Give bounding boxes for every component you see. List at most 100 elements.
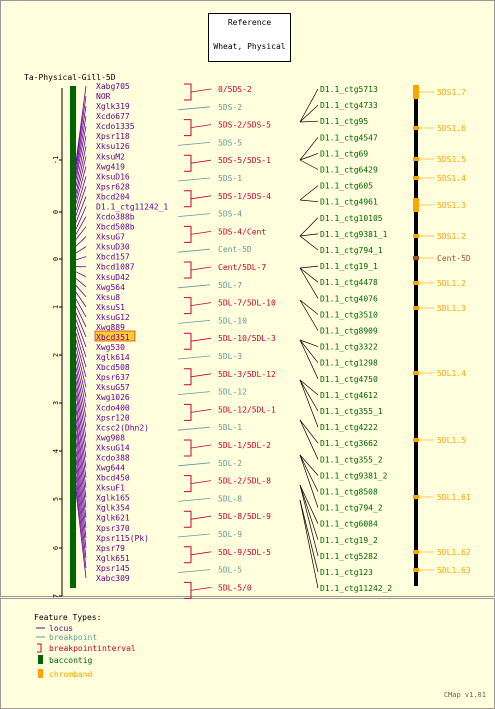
locus-label[interactable]: XksuG14 [96,443,130,452]
locus-label[interactable]: Xpsr370 [96,524,130,533]
contig-label[interactable]: D1.1_ctg10105 [320,214,383,223]
breakpoint-interval-label[interactable]: 5DL-9/5DL-5 [218,548,271,557]
contig-label[interactable]: D1.1_ctg6429 [320,166,378,175]
contig-label[interactable]: D1.1_ctg1298 [320,359,378,368]
breakpoint-interval-label[interactable]: 5DL-1/5DL-2 [218,441,271,450]
contig-label[interactable]: D1.1_ctg3510 [320,310,378,319]
chromband-label[interactable]: 5DS1.2 [437,232,466,241]
contig-label[interactable]: D1.1_ctg355_1 [320,407,383,416]
locus-label[interactable]: Xglk614 [96,353,130,362]
contig-label[interactable]: D1.1_ctg4076 [320,294,378,303]
locus-label[interactable]: Xwg564 [96,283,125,292]
locus-label[interactable]: Xbcd508 [96,363,130,372]
chromband-label[interactable]: 5DS1.3 [437,201,466,210]
breakpoint-label[interactable]: 5DS-5 [218,138,242,147]
contig-label[interactable]: D1.1_ctg794_1 [320,246,383,255]
locus-label[interactable]: XksuD30 [96,243,130,252]
contig-label[interactable]: D1.1_ctg11242_2 [320,584,392,593]
contig-label[interactable]: D1.1_ctg355_2 [320,455,383,464]
locus-label[interactable]: Xbcd157 [96,253,130,262]
locus-label[interactable]: D1.1_ctg11242_1 [96,202,168,211]
chromband-mark[interactable] [413,568,419,572]
locus-label[interactable]: Xwg530 [96,343,125,352]
breakpoint-label[interactable]: 5DL-3 [218,352,242,361]
chromband-mark[interactable] [413,126,419,130]
chromband-label[interactable]: 5DS1.7 [437,88,466,97]
locus-label[interactable]: Xglk621 [96,514,130,523]
contig-label[interactable]: D1.1_ctg8508 [320,488,378,497]
contig-label[interactable]: D1.1_ctg8909 [320,327,378,336]
breakpoint-interval-label[interactable]: 5DL-10/5DL-3 [218,334,276,343]
chromband-mark[interactable] [413,550,419,554]
locus-label[interactable]: Xpsr628 [96,182,130,191]
locus-label[interactable]: Xcdo400 [96,403,130,412]
chromband-mark[interactable] [413,157,419,161]
locus-label[interactable]: Xbcd351 [96,333,130,342]
contig-label[interactable]: D1.1_ctg4612 [320,391,378,400]
breakpoint-label[interactable]: 5DL-7 [218,281,242,290]
contig-label[interactable]: D1.1_ctg4733 [320,101,378,110]
breakpoint-interval-label[interactable]: 5DL-8/5DL-9 [218,512,271,521]
breakpoint-interval-label[interactable]: 5DS-5/5DS-1 [218,156,271,165]
chromband-mark[interactable] [413,371,419,375]
contig-label[interactable]: D1.1_ctg19_2 [320,536,378,545]
breakpoint-label[interactable]: 5DS-4 [218,210,242,219]
locus-label[interactable]: Xpsr637 [96,373,130,382]
contig-label[interactable]: D1.1_ctg3322 [320,343,378,352]
chromband-label[interactable]: 5DL1.5 [437,436,466,445]
contig-label[interactable]: D1.1_ctg95 [320,117,368,126]
chromband-label[interactable]: 5DS1.5 [437,155,466,164]
contig-label[interactable]: D1.1_ctg4222 [320,423,378,432]
breakpoint-interval-label[interactable]: 5DS-4/Cent [218,227,266,236]
contig-label[interactable]: D1.1_ctg69 [320,149,368,158]
locus-label[interactable]: Xglk354 [96,504,130,513]
locus-label[interactable]: Xpsr115(Pk) [96,534,149,543]
breakpoint-label[interactable]: 5DL-9 [218,530,242,539]
contig-label[interactable]: D1.1_ctg9381_2 [320,471,388,480]
chromband-mark[interactable] [413,495,419,499]
contig-label[interactable]: D1.1_ctg4478 [320,278,378,287]
chromband-label[interactable]: 5DL1.2 [437,279,466,288]
locus-label[interactable]: Xwg908 [96,433,125,442]
locus-label[interactable]: Xglk165 [96,494,130,503]
contig-label[interactable]: D1.1_ctg4750 [320,375,378,384]
breakpoint-label[interactable]: 5DL-5 [218,566,242,575]
breakpoint-interval-label[interactable]: 5DL-2/5DL-8 [218,477,271,486]
locus-label[interactable]: Xwg889 [96,323,125,332]
chromband-label[interactable]: 5DS1.6 [437,124,466,133]
locus-label[interactable]: Xbcd204 [96,192,130,201]
breakpoint-interval-label[interactable]: 5DL-7/5DL-10 [218,299,276,308]
locus-label[interactable]: XksuM2 [96,152,125,161]
chromband-label[interactable]: Cent-5D [437,254,471,263]
chromband-label[interactable]: 5DL1.63 [437,566,471,575]
contig-label[interactable]: D1.1_ctg9381_1 [320,230,388,239]
contig-label[interactable]: D1.1_ctg605 [320,182,373,191]
chromband-mark[interactable] [413,198,419,212]
locus-label[interactable]: Xwg1026 [96,393,130,402]
chromband-label[interactable]: 5DL1.61 [437,493,471,502]
breakpoint-label[interactable]: 5DL-12 [218,388,247,397]
chromband-label[interactable]: 5DL1.62 [437,548,471,557]
contig-label[interactable]: D1.1_ctg4547 [320,133,378,142]
baccontig-backbone[interactable] [70,86,76,588]
locus-label[interactable]: XksuS1 [96,303,125,312]
locus-label[interactable]: Xwg644 [96,464,125,473]
map-title[interactable]: Ta-Physical-Gill-5D [24,73,116,82]
reference-box[interactable] [208,13,291,62]
chromband-label[interactable]: 5DL1.4 [437,369,466,378]
breakpoint-label[interactable]: 5DS-2 [218,103,242,112]
locus-label[interactable]: Xglk651 [96,554,130,563]
locus-label[interactable]: Xcdo388 [96,453,130,462]
contig-label[interactable]: D1.1_ctg4961 [320,198,378,207]
breakpoint-label[interactable]: 5DL-10 [218,316,247,325]
contig-label[interactable]: D1.1_ctg5713 [320,85,378,94]
breakpoint-interval-label[interactable]: 5DL-5/0 [218,583,252,592]
breakpoint-label[interactable]: 5DL-8 [218,494,242,503]
breakpoint-interval-label[interactable]: 5DS-2/5DS-5 [218,121,271,130]
chromband-label[interactable]: 5DL1.3 [437,304,466,313]
locus-label[interactable]: NOR [96,92,111,101]
breakpoint-label[interactable]: 5DL-2 [218,459,242,468]
locus-label[interactable]: Xcdo388b [96,213,135,222]
contig-label[interactable]: D1.1_ctg794_2 [320,504,383,513]
breakpoint-label[interactable]: 5DS-1 [218,174,242,183]
